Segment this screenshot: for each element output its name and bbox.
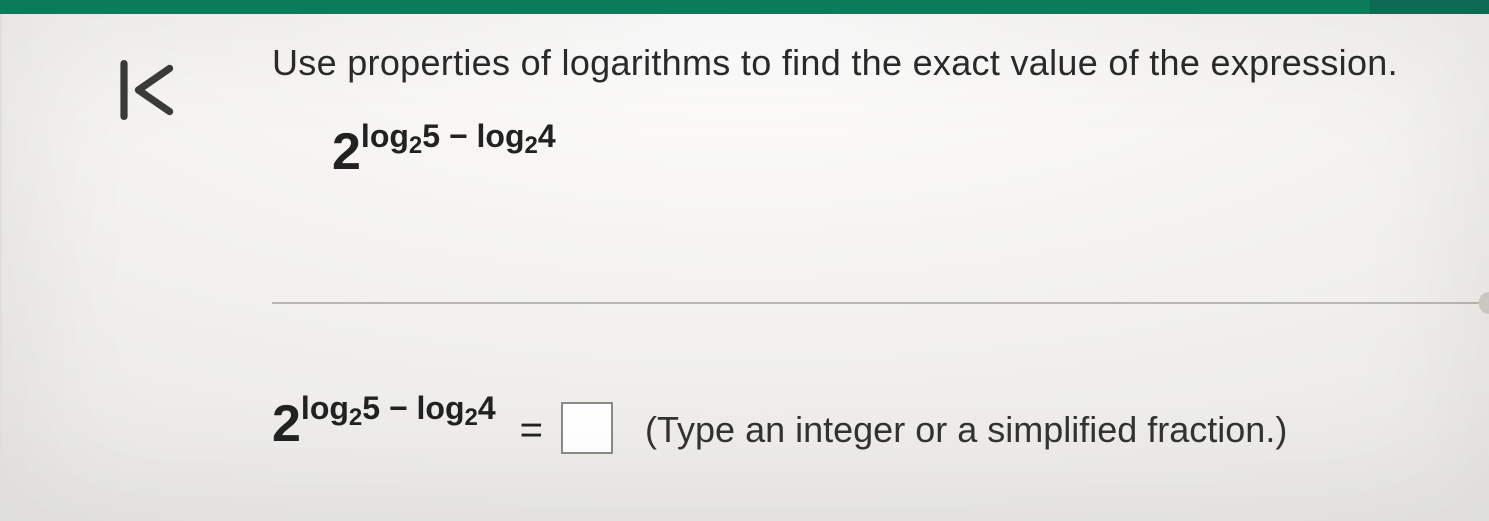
log1b-arg: 5 (362, 390, 380, 426)
answer-input[interactable] (561, 402, 613, 454)
question-expression: 2log25 − log24 (332, 122, 556, 182)
minus-b: − (380, 390, 416, 426)
log2b-text: log (417, 390, 465, 426)
answer-hint: (Type an integer or a simplified fractio… (645, 409, 1287, 451)
log2b-arg: 4 (478, 390, 496, 426)
log1b-text: log (301, 390, 349, 426)
minus: − (440, 118, 476, 154)
scroll-handle[interactable] (1479, 292, 1489, 314)
log2-text: log (477, 118, 525, 154)
log1-text: log (361, 118, 409, 154)
log1-arg: 5 (422, 118, 440, 154)
equals-sign: = (520, 408, 543, 453)
answer-row: 2log25 − log24 = (Type an integer or a s… (272, 394, 1479, 454)
log2-arg: 4 (538, 118, 556, 154)
log2-base: 2 (525, 132, 538, 159)
collapse-left-button[interactable] (112, 54, 184, 126)
question-prompt: Use properties of logarithms to find the… (272, 42, 1479, 84)
log2b-base: 2 (465, 404, 478, 431)
expr2-base: 2 (272, 395, 301, 453)
expr-base: 2 (332, 123, 361, 181)
log1-base: 2 (409, 132, 422, 159)
section-divider (272, 302, 1489, 304)
answer-expression: 2log25 − log24 (272, 394, 496, 454)
window-title-bar (0, 0, 1489, 14)
expr-exponent: log25 − log24 (361, 118, 556, 154)
question-panel: Use properties of logarithms to find the… (0, 14, 1489, 521)
expr2-exponent: log25 − log24 (301, 390, 496, 426)
collapse-left-icon (112, 54, 184, 126)
log1b-base: 2 (349, 404, 362, 431)
